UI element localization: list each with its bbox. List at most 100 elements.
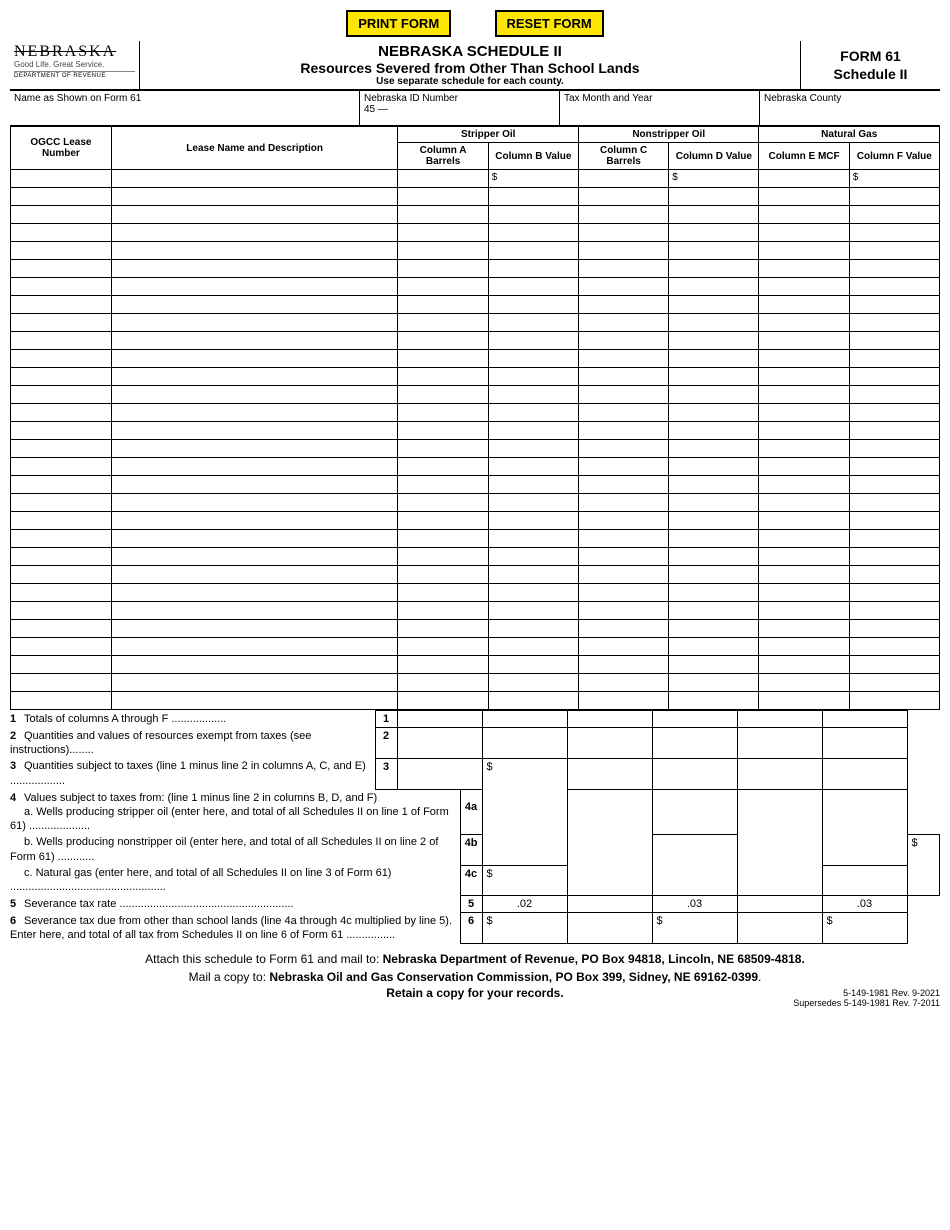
table-row[interactable] (11, 296, 940, 314)
id-label: Nebraska ID Number (364, 93, 458, 104)
line-6-col-f[interactable]: $ (822, 913, 907, 944)
line-1-box: 1 (375, 711, 397, 728)
dollar-sign: $ (672, 172, 678, 183)
state-tagline: Good Life. Great Service. (14, 61, 135, 70)
line-4b-col-d[interactable]: $ (907, 834, 940, 895)
table-row[interactable] (11, 332, 940, 350)
line-2-col-c[interactable] (567, 728, 652, 759)
line-3-col-d[interactable] (652, 758, 737, 789)
main-table: OGCC Lease Number Lease Name and Descrip… (10, 126, 940, 710)
line-3-col-a[interactable] (397, 758, 482, 789)
table-row[interactable] (11, 620, 940, 638)
table-row[interactable] (11, 566, 940, 584)
line-6-col-b[interactable]: $ (482, 913, 567, 944)
line-4c-desc: c. Natural gas (enter here, and total of… (10, 865, 460, 896)
line-3-col-f[interactable] (822, 758, 907, 789)
line-5-col-c-blank (567, 896, 652, 913)
line-5-col-e-blank (737, 896, 822, 913)
table-row[interactable] (11, 278, 940, 296)
print-form-button[interactable]: PRINT FORM (346, 10, 451, 37)
footer-text: Attach this schedule to Form 61 and mail… (10, 950, 940, 986)
line-6-desc: 6Severance tax due from other than schoo… (10, 913, 460, 944)
table-row[interactable] (11, 422, 940, 440)
header-col-a: Column A Barrels (398, 143, 488, 170)
tax-label: Tax Month and Year (564, 93, 652, 104)
line-3-box: 3 (375, 758, 397, 789)
line-3-4a-col-b[interactable]: $ (482, 758, 567, 865)
table-row[interactable] (11, 638, 940, 656)
top-button-row: PRINT FORM RESET FORM (10, 10, 940, 37)
table-row[interactable] (11, 404, 940, 422)
table-row[interactable] (11, 260, 940, 278)
line-4b-col-b-blank (652, 834, 737, 895)
table-row[interactable] (11, 368, 940, 386)
reset-form-button[interactable]: RESET FORM (495, 10, 604, 37)
name-field[interactable]: Name as Shown on Form 61 (10, 91, 360, 125)
table-row[interactable] (11, 386, 940, 404)
footer-revision: 5-149-1981 Rev. 9-2021 Supersedes 5-149-… (630, 988, 940, 1008)
table-row[interactable] (11, 530, 940, 548)
line-2-box: 2 (375, 728, 397, 759)
line-1-col-d[interactable] (652, 711, 737, 728)
line-5-rate-gas: .03 (822, 896, 907, 913)
line-5-box: 5 (460, 896, 482, 913)
table-row[interactable] (11, 512, 940, 530)
line-1-col-a[interactable] (397, 711, 482, 728)
line-4c-col-f[interactable]: $ (482, 865, 567, 896)
line-1-col-c[interactable] (567, 711, 652, 728)
name-label: Name as Shown on Form 61 (14, 93, 141, 104)
table-row[interactable] (11, 548, 940, 566)
table-row[interactable] (11, 476, 940, 494)
table-row[interactable]: $ $ $ (11, 170, 940, 188)
line-3-col-e[interactable] (737, 758, 822, 789)
table-row[interactable] (11, 584, 940, 602)
nebraska-id-field[interactable]: Nebraska ID Number 45 — (360, 91, 560, 125)
line-2-col-e[interactable] (737, 728, 822, 759)
table-row[interactable] (11, 350, 940, 368)
line-3-col-c[interactable] (567, 758, 652, 789)
line-6-col-d[interactable]: $ (652, 913, 737, 944)
schedule-note: Use separate schedule for each county. (146, 76, 794, 87)
meta-row: Name as Shown on Form 61 Nebraska ID Num… (10, 91, 940, 126)
schedule-number: Schedule II (805, 65, 936, 83)
line-5-desc: 5Severance tax rate ....................… (10, 896, 460, 913)
title-block: NEBRASKA SCHEDULE II Resources Severed f… (140, 41, 800, 89)
department-label: DEPARTMENT OF REVENUE (14, 71, 135, 80)
header-col-f: Column F Value (849, 143, 939, 170)
header-natural-gas: Natural Gas (759, 127, 940, 143)
tax-month-year-field[interactable]: Tax Month and Year (560, 91, 760, 125)
line-2-col-d[interactable] (652, 728, 737, 759)
line-2-col-f[interactable] (822, 728, 907, 759)
table-row[interactable] (11, 440, 940, 458)
line-1-col-b[interactable] (482, 711, 567, 728)
line-4b-desc: b. Wells producing nonstripper oil (ente… (10, 834, 460, 865)
logo-block: NEBRASKA Good Life. Great Service. DEPAR… (10, 41, 140, 89)
table-row[interactable] (11, 206, 940, 224)
table-row[interactable] (11, 458, 940, 476)
footer-dor-address: Nebraska Department of Revenue, PO Box 9… (383, 952, 805, 966)
line-1-col-e[interactable] (737, 711, 822, 728)
table-row[interactable] (11, 188, 940, 206)
line-4-4a-desc: 4Values subject to taxes from: (line 1 m… (10, 789, 460, 834)
table-row[interactable] (11, 224, 940, 242)
line-4ab-col-f-blank (822, 789, 907, 865)
line-2-col-b[interactable] (482, 728, 567, 759)
header-bar: NEBRASKA Good Life. Great Service. DEPAR… (10, 41, 940, 91)
county-field[interactable]: Nebraska County (760, 91, 940, 125)
table-row[interactable] (11, 242, 940, 260)
footer-attach-prefix: Attach this schedule to Form 61 and mail… (145, 952, 382, 966)
line-2-col-a[interactable] (397, 728, 482, 759)
form-id-block: FORM 61 Schedule II (800, 41, 940, 89)
state-name: NEBRASKA (14, 43, 135, 61)
line-1-col-f[interactable] (822, 711, 907, 728)
line-1-desc: 1Totals of columns A through F .........… (10, 711, 375, 728)
spacer-row (11, 692, 940, 710)
header-col-e: Column E MCF (759, 143, 849, 170)
table-row[interactable] (11, 494, 940, 512)
schedule-subtitle: Resources Severed from Other Than School… (146, 60, 794, 76)
spacer-row (11, 656, 940, 674)
dollar-sign: $ (853, 172, 859, 183)
line-6-col-e-blank (737, 913, 822, 944)
table-row[interactable] (11, 602, 940, 620)
table-row[interactable] (11, 314, 940, 332)
